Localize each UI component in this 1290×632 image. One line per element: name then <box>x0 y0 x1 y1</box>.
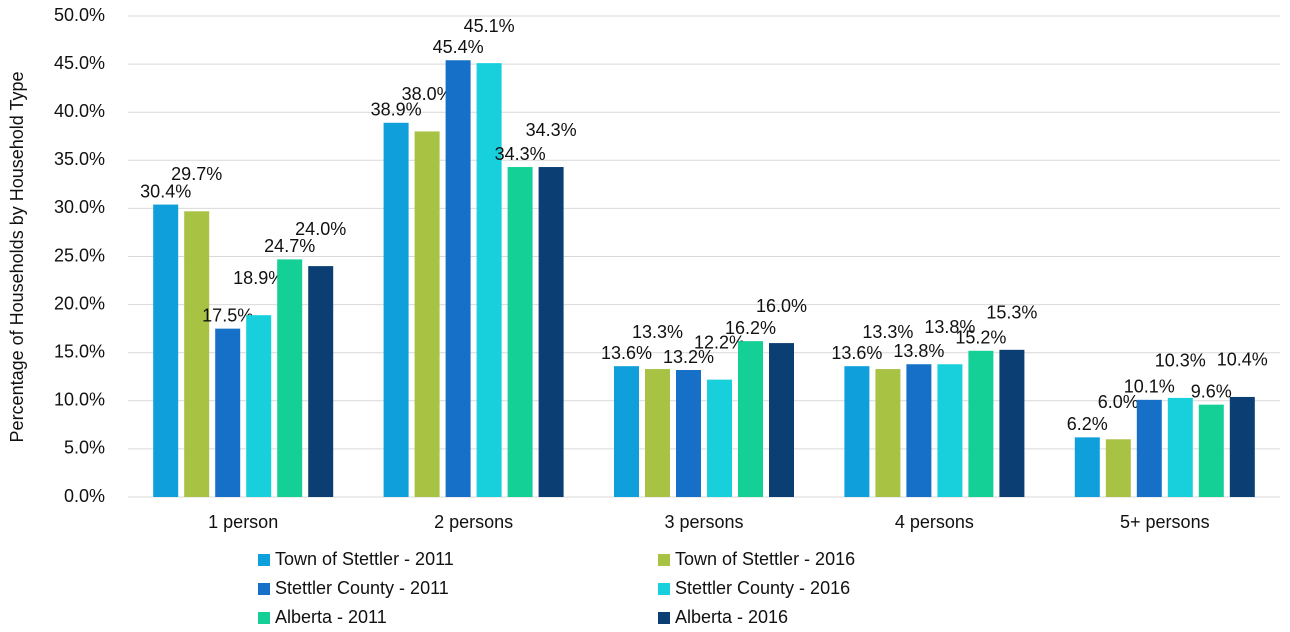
bar <box>844 366 870 497</box>
x-tick-label: 2 persons <box>434 512 513 532</box>
legend-swatch <box>258 583 270 595</box>
bar <box>153 204 179 497</box>
bar <box>968 350 994 497</box>
data-label: 10.3% <box>1155 351 1206 371</box>
bar <box>1136 399 1162 497</box>
bar <box>738 341 763 497</box>
bar <box>707 379 732 497</box>
y-tick-label: 45.0% <box>54 53 105 73</box>
y-tick-label: 20.0% <box>54 293 105 313</box>
bar <box>445 60 471 497</box>
data-label: 38.9% <box>371 100 422 120</box>
data-label: 10.1% <box>1124 377 1175 397</box>
data-label: 30.4% <box>140 181 191 201</box>
bar <box>507 167 533 497</box>
legend-swatch <box>258 612 270 624</box>
data-label: 13.3% <box>862 322 913 342</box>
bar <box>906 364 932 497</box>
bar <box>937 364 963 497</box>
bar <box>1105 439 1131 497</box>
data-label: 6.0% <box>1098 392 1139 412</box>
y-tick-label: 5.0% <box>64 438 105 458</box>
legend-label: Alberta - 2011 <box>275 607 387 627</box>
legend-label: Town of Stettler - 2016 <box>675 549 855 569</box>
bar <box>308 266 334 497</box>
y-tick-label: 50.0% <box>54 5 105 25</box>
y-tick-label: 25.0% <box>54 245 105 265</box>
data-label: 15.2% <box>955 328 1006 348</box>
legend-swatch <box>258 554 270 566</box>
data-label: 24.7% <box>264 236 315 256</box>
y-tick-label: 30.0% <box>54 197 105 217</box>
data-label: 9.6% <box>1191 381 1232 401</box>
x-tick-label: 1 person <box>208 512 278 532</box>
data-label: 34.3% <box>495 144 546 164</box>
legend-swatch <box>658 583 670 595</box>
x-tick-label: 3 persons <box>664 512 743 532</box>
y-axis-title: Percentage of Households by Household Ty… <box>7 72 27 443</box>
x-tick-label: 4 persons <box>895 512 974 532</box>
legend-label: Stettler County - 2011 <box>275 578 449 598</box>
data-label: 13.8% <box>924 317 975 337</box>
bar <box>1198 404 1224 497</box>
data-label: 45.4% <box>433 37 484 57</box>
bar <box>769 343 794 497</box>
bar <box>277 259 303 497</box>
data-label: 16.2% <box>725 318 776 338</box>
data-label: 24.0% <box>295 219 346 239</box>
bar <box>1229 396 1255 497</box>
data-label: 34.3% <box>526 120 577 140</box>
data-label: 15.3% <box>986 303 1037 323</box>
data-label: 13.8% <box>893 341 944 361</box>
data-label: 16.0% <box>756 296 807 316</box>
y-tick-label: 10.0% <box>54 390 105 410</box>
data-label: 6.2% <box>1067 414 1108 434</box>
legend-swatch <box>658 554 670 566</box>
data-label: 10.4% <box>1217 350 1268 370</box>
bar <box>414 131 440 497</box>
y-tick-label: 35.0% <box>54 149 105 169</box>
bar <box>383 122 409 498</box>
data-label: 13.3% <box>632 322 683 342</box>
bar <box>246 315 272 497</box>
y-tick-label: 0.0% <box>64 486 105 506</box>
bar <box>1167 397 1193 497</box>
bar <box>875 369 901 497</box>
data-label: 17.5% <box>202 305 253 325</box>
y-tick-label: 40.0% <box>54 101 105 121</box>
legend-label: Town of Stettler - 2011 <box>275 549 454 569</box>
data-label: 18.9% <box>233 268 284 288</box>
bar <box>645 369 670 497</box>
bar <box>614 366 639 497</box>
bar <box>1074 437 1100 497</box>
data-label: 38.0% <box>402 84 453 104</box>
legend-label: Stettler County - 2016 <box>675 578 850 598</box>
y-tick-label: 15.0% <box>54 341 105 361</box>
data-label: 13.6% <box>831 343 882 363</box>
data-label: 12.2% <box>694 332 745 352</box>
bar <box>999 349 1025 497</box>
bar <box>184 211 210 497</box>
data-label: 13.6% <box>601 343 652 363</box>
bar <box>538 167 564 497</box>
bar <box>215 328 241 497</box>
bar <box>676 370 701 497</box>
legend-label: Alberta - 2016 <box>675 607 788 627</box>
data-label: 45.1% <box>464 16 515 36</box>
data-label: 29.7% <box>171 164 222 184</box>
data-label: 13.2% <box>663 347 714 367</box>
legend-swatch <box>658 612 670 624</box>
bar <box>476 63 502 497</box>
x-tick-label: 5+ persons <box>1120 512 1210 532</box>
